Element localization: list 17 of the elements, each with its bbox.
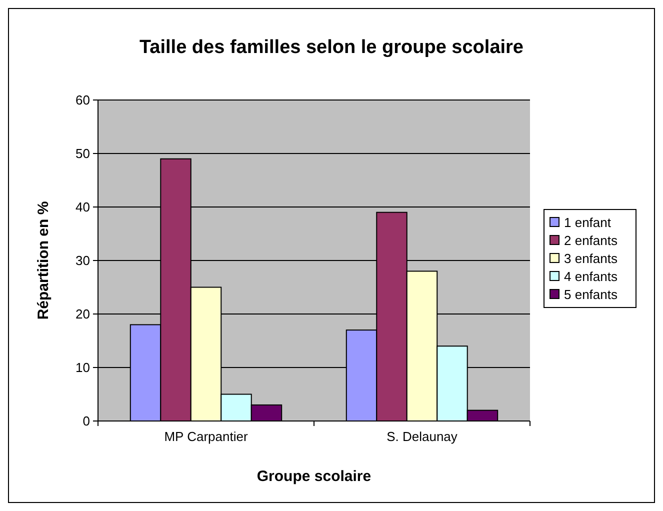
legend-label: 3 enfants: [564, 251, 618, 266]
legend-label: 1 enfant: [564, 215, 612, 230]
x-tick-label: S. Delaunay: [386, 429, 458, 444]
y-tick-label: 0: [82, 414, 90, 429]
y-tick-label: 30: [76, 253, 90, 268]
legend-label: 2 enfants: [564, 233, 618, 248]
x-tick-label: MP Carpantier: [164, 429, 248, 444]
y-tick-label: 50: [76, 146, 90, 162]
legend-label: 4 enfants: [564, 269, 618, 284]
y-tick-label: 10: [76, 360, 90, 376]
y-tick-label: 20: [76, 306, 90, 322]
x-axis-title: Groupe scolaire: [256, 468, 372, 485]
chart-title: Taille des familles selon le groupe scolaire: [139, 37, 524, 58]
y-axis-title: Répartition en %: [35, 201, 52, 320]
legend-label: 5 enfants: [564, 287, 618, 302]
y-tick-label: 60: [76, 92, 90, 108]
y-tick-label: 40: [76, 200, 90, 215]
